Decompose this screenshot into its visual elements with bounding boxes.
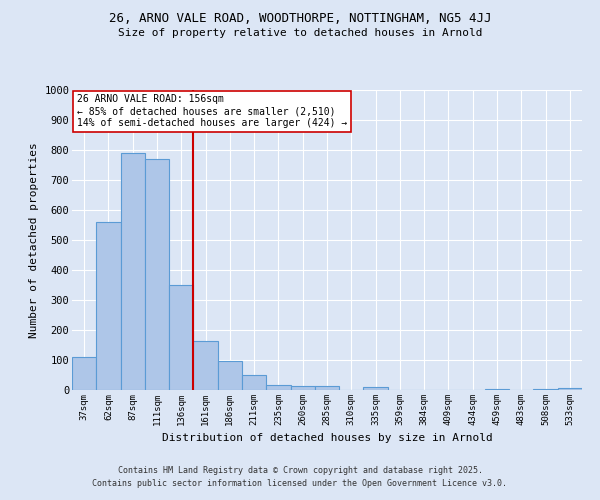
Bar <box>218 361 242 390</box>
Y-axis label: Number of detached properties: Number of detached properties <box>29 142 38 338</box>
Text: 26, ARNO VALE ROAD, WOODTHORPE, NOTTINGHAM, NG5 4JJ: 26, ARNO VALE ROAD, WOODTHORPE, NOTTINGH… <box>109 12 491 26</box>
Text: Contains HM Land Registry data © Crown copyright and database right 2025.
Contai: Contains HM Land Registry data © Crown c… <box>92 466 508 487</box>
Bar <box>485 388 509 390</box>
Text: Size of property relative to detached houses in Arnold: Size of property relative to detached ho… <box>118 28 482 38</box>
Bar <box>315 386 339 390</box>
Bar <box>266 384 290 390</box>
Bar <box>242 375 266 390</box>
Text: 26 ARNO VALE ROAD: 156sqm
← 85% of detached houses are smaller (2,510)
14% of se: 26 ARNO VALE ROAD: 156sqm ← 85% of detac… <box>77 94 347 128</box>
Bar <box>72 357 96 390</box>
Bar <box>290 386 315 390</box>
Bar <box>121 153 145 390</box>
Bar <box>558 388 582 390</box>
Bar <box>364 387 388 390</box>
Bar <box>193 340 218 390</box>
Bar <box>169 285 193 390</box>
Bar <box>96 222 121 390</box>
Bar <box>533 388 558 390</box>
X-axis label: Distribution of detached houses by size in Arnold: Distribution of detached houses by size … <box>161 434 493 444</box>
Bar <box>145 159 169 390</box>
